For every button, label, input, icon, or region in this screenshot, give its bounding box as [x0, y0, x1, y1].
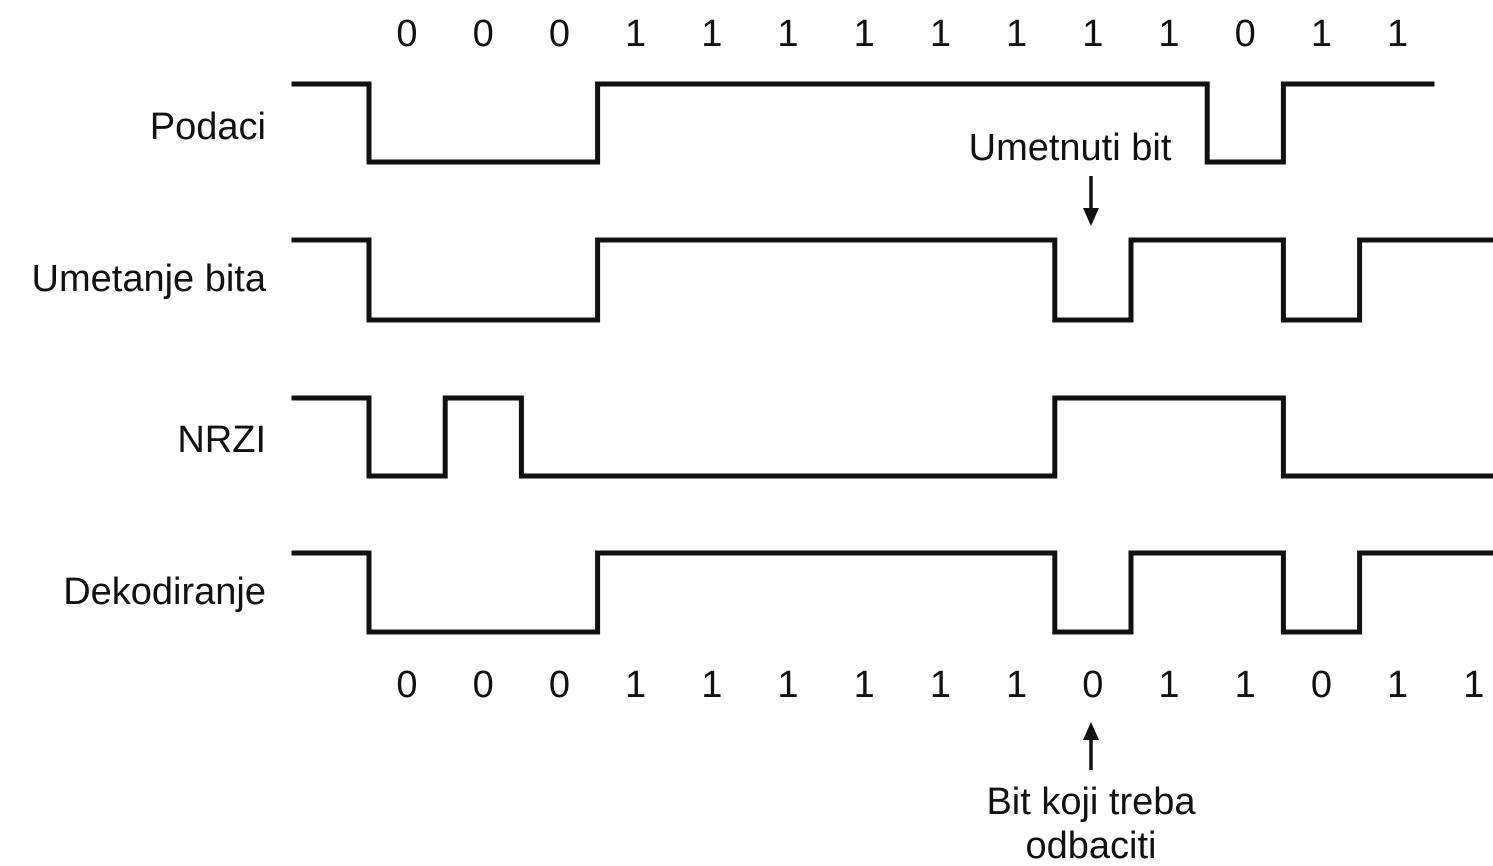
- bottom-bit-9: 0: [1082, 664, 1103, 706]
- waveform-podaci: [291, 81, 1435, 165]
- signal-label-dekodiranje: Dekodiranje: [63, 571, 266, 613]
- bottom-bit-14: 1: [1463, 664, 1484, 706]
- top-bit-0: 0: [396, 13, 417, 55]
- bottom-bit-8: 1: [1006, 664, 1027, 706]
- waveform-umetanje-bita: [291, 237, 1493, 323]
- top-bit-11: 0: [1235, 13, 1256, 55]
- top-bit-10: 1: [1158, 13, 1179, 55]
- discard-bit-arrow-icon: [1083, 722, 1099, 770]
- bottom-bit-11: 1: [1235, 664, 1256, 706]
- waveform-nrzi: [291, 395, 1493, 479]
- bottom-bit-5: 1: [777, 664, 798, 706]
- bottom-bit-13: 1: [1387, 664, 1408, 706]
- bottom-bit-10: 1: [1158, 664, 1179, 706]
- bottom-bit-1: 0: [473, 664, 494, 706]
- discard-bit-annotation-line1: Bit koji treba: [986, 781, 1196, 823]
- signal-label-nrzi: NRZI: [177, 419, 266, 461]
- inserted-bit-arrow-icon: [1083, 176, 1099, 226]
- top-bit-13: 1: [1387, 13, 1408, 55]
- bottom-bit-3: 1: [625, 664, 646, 706]
- bottom-bit-row: 0 0 0 1 1 1 1 1 1 0 1 1 0 1 1: [396, 664, 1484, 706]
- bottom-bit-12: 0: [1311, 664, 1332, 706]
- signal-label-umetanje-bita: Umetanje bita: [32, 258, 267, 300]
- bottom-bit-7: 1: [930, 664, 951, 706]
- top-bit-1: 0: [473, 13, 494, 55]
- waveform-dekodiranje: [291, 550, 1493, 635]
- discard-bit-annotation-line2: odbaciti: [1026, 825, 1157, 861]
- top-bit-5: 1: [777, 13, 798, 55]
- waveforms: [291, 81, 1493, 635]
- top-bit-8: 1: [1006, 13, 1027, 55]
- bottom-bit-6: 1: [854, 664, 875, 706]
- top-bit-2: 0: [549, 13, 570, 55]
- top-bit-12: 1: [1311, 13, 1332, 55]
- top-bit-3: 1: [625, 13, 646, 55]
- top-bit-7: 1: [930, 13, 951, 55]
- top-bit-row: 0 0 0 1 1 1 1 1 1 1 1 0 1 1: [396, 13, 1408, 55]
- inserted-bit-annotation: Umetnuti bit: [969, 127, 1172, 169]
- top-bit-9: 1: [1082, 13, 1103, 55]
- bottom-bit-2: 0: [549, 664, 570, 706]
- signal-label-podaci: Podaci: [150, 106, 266, 148]
- bottom-bit-0: 0: [396, 664, 417, 706]
- top-bit-4: 1: [701, 13, 722, 55]
- bottom-bit-4: 1: [701, 664, 722, 706]
- top-bit-6: 1: [854, 13, 875, 55]
